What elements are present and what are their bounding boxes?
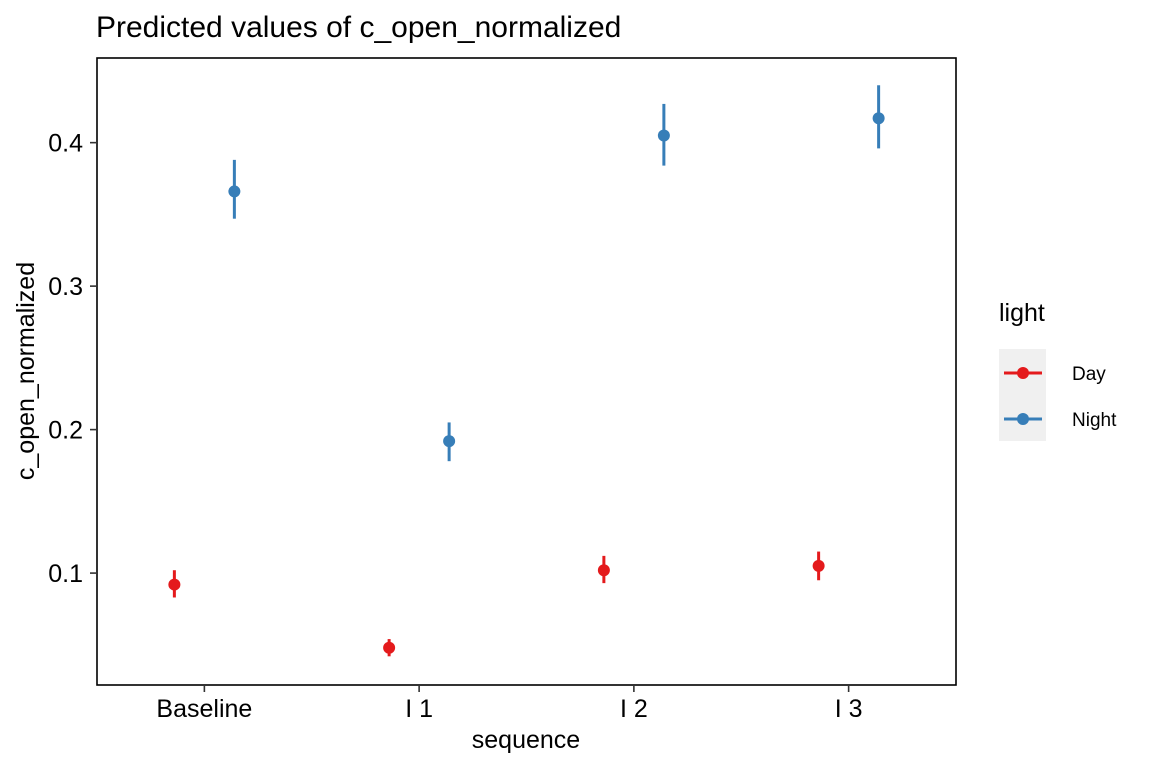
legend-title: light <box>999 299 1045 327</box>
y-tick-label: 0.3 <box>48 273 83 301</box>
legend-label: Night <box>1072 410 1117 431</box>
legend: light Day Night <box>999 299 1117 441</box>
legend-key-point <box>1017 367 1029 379</box>
x-tick-label: I 3 <box>835 695 863 723</box>
data-point <box>872 112 885 125</box>
series-night <box>228 85 885 462</box>
plot-panel <box>96 57 957 686</box>
y-tick-label: 0.2 <box>48 417 83 445</box>
series-day <box>168 551 825 657</box>
data-marks <box>168 85 885 657</box>
x-axis-title: sequence <box>472 726 580 754</box>
y-axis: 0.1 0.2 0.3 0.4 <box>48 130 97 588</box>
legend-key-background <box>999 349 1046 441</box>
legend-label: Day <box>1072 364 1106 385</box>
data-point <box>812 559 825 572</box>
x-axis: Baseline I 1 I 2 I 3 <box>156 685 863 723</box>
data-point <box>443 435 456 448</box>
x-tick-label: I 2 <box>620 695 648 723</box>
y-axis-title: c_open_normalized <box>12 262 40 480</box>
legend-key-point <box>1017 413 1029 425</box>
chart-title: Predicted values of c_open_normalized <box>96 11 621 44</box>
y-tick-label: 0.4 <box>48 130 83 158</box>
data-point <box>597 564 610 577</box>
x-tick-label: Baseline <box>156 695 252 723</box>
data-point <box>228 185 241 198</box>
data-point <box>168 578 181 591</box>
data-point <box>383 641 396 654</box>
x-tick-label: I 1 <box>405 695 433 723</box>
y-tick-label: 0.1 <box>48 560 83 588</box>
data-point <box>657 129 670 142</box>
